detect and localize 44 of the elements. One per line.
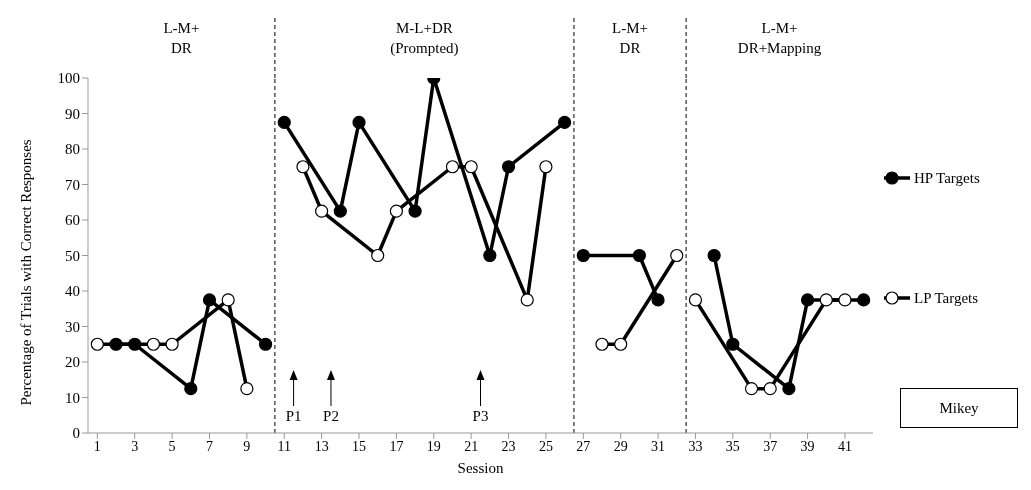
y-tick-label: 20	[65, 354, 80, 371]
ref-line-label: P2	[323, 408, 339, 424]
x-tick-label: 11	[277, 438, 291, 454]
y-axis-title: Percentage of Trials with Correct Responses	[18, 139, 35, 406]
x-axis-title: Session	[457, 460, 504, 476]
x-tick-label: 41	[837, 438, 852, 454]
text: Mikey	[900, 388, 1018, 428]
x-tick-label: 25	[538, 438, 553, 454]
text: L-M+ DR+Mapping	[737, 20, 822, 56]
x-tick-label: 15	[352, 438, 367, 454]
x-tick-label: 13	[314, 438, 329, 454]
x-tick-label: 1	[93, 438, 101, 454]
x-tick-label: 21	[464, 438, 479, 454]
y-tick-label: 10	[65, 389, 80, 406]
x-tick-label: 27	[576, 438, 591, 454]
text: L-M+ DR	[163, 20, 200, 56]
x-tick-label: 3	[131, 438, 139, 454]
ref-line-label: P1	[285, 408, 302, 424]
x-tick-label: 9	[243, 438, 251, 454]
x-tick-label: 37	[763, 438, 778, 454]
y-tick-label: 50	[65, 247, 80, 264]
y-tick-label: 30	[65, 318, 80, 335]
text: L-M+ DR	[612, 20, 649, 56]
x-tick-label: 29	[613, 438, 628, 454]
ref-line-label: P3	[472, 408, 489, 424]
x-tick-label: 39	[800, 438, 815, 454]
x-tick-label: 17	[389, 438, 404, 454]
y-tick-label: 60	[65, 212, 80, 229]
x-tick-label: 5	[168, 438, 176, 454]
x-tick-label: 19	[426, 438, 441, 454]
x-tick-label: 7	[205, 438, 213, 454]
legend-label: LP Targets	[914, 290, 979, 306]
y-tick-label: 70	[65, 176, 80, 193]
x-tick-label: 23	[501, 438, 516, 454]
y-tick-label: 80	[65, 141, 80, 158]
y-tick-label: 40	[65, 283, 80, 300]
x-tick-label: 33	[688, 438, 703, 454]
y-tick-label: 90	[65, 105, 80, 122]
y-tick-label: 0	[72, 425, 80, 442]
x-tick-label: 35	[725, 438, 740, 454]
legend-label: HP Targets	[914, 170, 980, 186]
text: M-L+DR (Prompted)	[390, 20, 459, 57]
x-tick-label: 31	[651, 438, 666, 454]
y-tick-label: 100	[57, 70, 80, 87]
